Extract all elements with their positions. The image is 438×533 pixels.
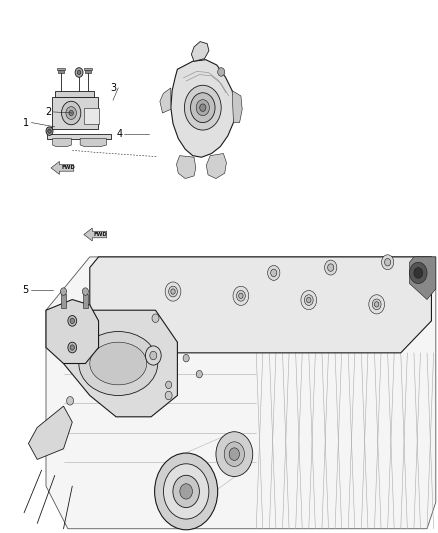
Polygon shape <box>160 88 171 113</box>
Circle shape <box>381 255 394 270</box>
Bar <box>61 294 66 308</box>
Polygon shape <box>64 310 177 417</box>
Bar <box>84 68 92 70</box>
Circle shape <box>165 282 181 301</box>
Text: 3: 3 <box>110 83 116 93</box>
Circle shape <box>77 70 81 75</box>
Circle shape <box>239 293 243 298</box>
Circle shape <box>307 297 311 303</box>
Circle shape <box>372 299 381 310</box>
Polygon shape <box>232 91 242 123</box>
Bar <box>83 294 88 308</box>
Circle shape <box>67 397 74 405</box>
Polygon shape <box>28 406 72 459</box>
Circle shape <box>271 269 277 277</box>
Bar <box>57 68 65 70</box>
Polygon shape <box>206 154 226 179</box>
Circle shape <box>184 85 221 130</box>
Circle shape <box>304 295 313 305</box>
Circle shape <box>171 289 175 294</box>
Circle shape <box>82 288 88 295</box>
Circle shape <box>60 288 67 295</box>
Circle shape <box>191 93 215 123</box>
Polygon shape <box>84 228 106 241</box>
Circle shape <box>48 129 51 133</box>
Polygon shape <box>55 91 94 97</box>
Circle shape <box>218 68 225 76</box>
Circle shape <box>180 484 192 499</box>
Circle shape <box>325 260 337 275</box>
Text: 1: 1 <box>23 118 29 127</box>
Circle shape <box>196 370 202 378</box>
Bar <box>58 70 64 73</box>
Polygon shape <box>51 161 74 174</box>
Polygon shape <box>46 257 436 529</box>
Polygon shape <box>46 300 99 364</box>
Circle shape <box>216 432 253 477</box>
Polygon shape <box>90 257 431 353</box>
Polygon shape <box>177 156 196 179</box>
Circle shape <box>196 100 209 116</box>
Circle shape <box>150 351 157 360</box>
Polygon shape <box>410 257 436 300</box>
Ellipse shape <box>90 342 147 385</box>
Circle shape <box>70 318 74 324</box>
Circle shape <box>224 442 244 466</box>
Circle shape <box>200 104 206 111</box>
Circle shape <box>328 264 334 271</box>
Circle shape <box>70 345 74 350</box>
Circle shape <box>169 286 177 297</box>
Text: 5: 5 <box>22 286 28 295</box>
Circle shape <box>414 268 423 278</box>
Circle shape <box>155 453 218 530</box>
Circle shape <box>68 316 77 326</box>
Polygon shape <box>47 127 111 139</box>
Circle shape <box>165 391 172 400</box>
Circle shape <box>163 464 209 519</box>
Circle shape <box>237 290 245 301</box>
Polygon shape <box>53 139 71 147</box>
Circle shape <box>385 259 391 266</box>
Ellipse shape <box>79 332 158 395</box>
Circle shape <box>268 265 280 280</box>
Text: 4: 4 <box>116 130 122 139</box>
Polygon shape <box>80 139 106 147</box>
Text: 2: 2 <box>45 107 51 117</box>
Circle shape <box>369 295 385 314</box>
Circle shape <box>75 68 83 77</box>
Circle shape <box>166 381 172 389</box>
Circle shape <box>61 101 81 125</box>
Circle shape <box>183 354 189 362</box>
Circle shape <box>410 262 427 284</box>
Polygon shape <box>52 97 98 129</box>
Circle shape <box>46 127 53 135</box>
Polygon shape <box>171 60 237 157</box>
Circle shape <box>229 448 240 461</box>
Circle shape <box>69 110 74 116</box>
Polygon shape <box>84 108 99 124</box>
Circle shape <box>173 475 199 507</box>
Circle shape <box>233 286 249 305</box>
Circle shape <box>374 302 379 307</box>
Circle shape <box>152 314 159 322</box>
Bar <box>85 70 91 73</box>
Text: FWD: FWD <box>61 165 75 171</box>
Circle shape <box>68 342 77 353</box>
Circle shape <box>301 290 317 310</box>
Text: FWD: FWD <box>94 232 108 237</box>
Circle shape <box>145 346 161 365</box>
Circle shape <box>67 317 74 325</box>
Circle shape <box>66 107 76 119</box>
Polygon shape <box>191 42 209 61</box>
